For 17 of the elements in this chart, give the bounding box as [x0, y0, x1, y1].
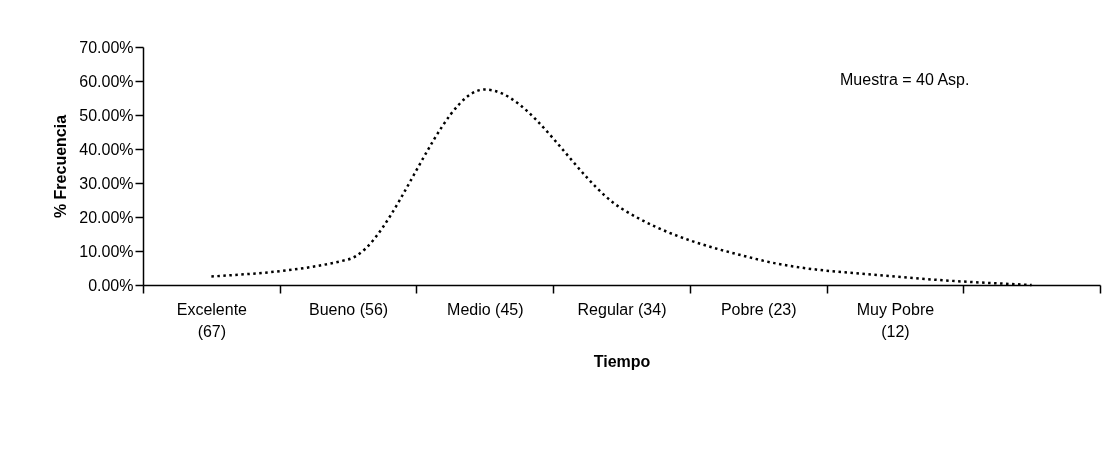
- y-tick-label: 70.00%: [79, 38, 134, 56]
- x-tick-label: Medio (45): [447, 300, 524, 318]
- x-tick-label: Regular (34): [577, 300, 667, 318]
- annotation: Muestra = 40 Asp.: [840, 71, 970, 88]
- x-axis-title: Tiempo: [593, 352, 651, 370]
- y-axis-title: % Frecuencia: [52, 114, 70, 219]
- y-tick-label: 20.00%: [79, 208, 134, 226]
- x-tick-label: Muy Pobre (12): [856, 300, 935, 340]
- y-tick-label: 50.00%: [79, 106, 134, 124]
- y-tick-label: 60.00%: [79, 72, 134, 90]
- y-tick-label: 40.00%: [79, 140, 134, 158]
- x-tick-label: Bueno (56): [308, 300, 389, 318]
- y-tick-label: 30.00%: [79, 174, 134, 192]
- x-tick-label: Excelente (67): [176, 300, 248, 340]
- y-tick-label: 0.00%: [88, 276, 134, 294]
- x-tick-label: Pobre (23): [720, 300, 797, 318]
- y-tick-label: 10.00%: [79, 242, 134, 260]
